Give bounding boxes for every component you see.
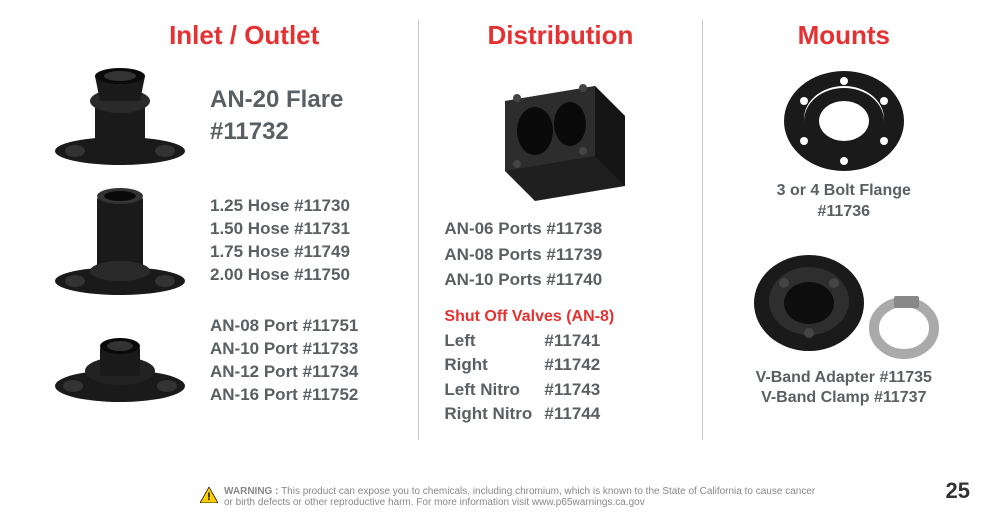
hose-text: 1.25 Hose #11730 1.50 Hose #11731 1.75 H… <box>210 195 350 287</box>
warning-body: This product can expose you to chemicals… <box>224 486 815 508</box>
port-line-2: AN-12 Port #11734 <box>210 361 358 384</box>
shutoff-row-0: Left#11741 <box>444 329 691 354</box>
distribution-ports: AN-06 Ports #11738 AN-08 Ports #11739 AN… <box>429 216 691 293</box>
warning-block: ! WARNING : This product can expose you … <box>200 486 820 508</box>
mounts-title: Mounts <box>718 20 970 51</box>
vband-line-1: V-Band Clamp #11737 <box>718 388 970 409</box>
shutoff-title: Shut Off Valves (AN-8) <box>444 308 691 326</box>
vband-line-0: V-Band Adapter #11735 <box>718 368 970 389</box>
port-line-0: AN-08 Port #11751 <box>210 315 358 338</box>
shutoff-row-1: Right#11742 <box>444 353 691 378</box>
port-line-1: AN-10 Port #11733 <box>210 338 358 361</box>
shutoff-row-3: Right Nitro#11744 <box>444 402 691 427</box>
hose-line-1: 1.50 Hose #11731 <box>210 218 350 241</box>
flare-name: AN-20 Flare <box>210 86 343 113</box>
page-number: 25 <box>946 478 970 504</box>
hose-line-2: 1.75 Hose #11749 <box>210 241 350 264</box>
column-mounts: Mounts 3 or 4 <box>703 20 970 440</box>
dist-port-1: AN-08 Ports #11739 <box>444 242 691 268</box>
flare-image <box>30 61 210 171</box>
shutoff-table: Left#11741 Right#11742 Left Nitro#11743 … <box>429 329 691 428</box>
hose-image <box>30 181 210 301</box>
dist-port-2: AN-10 Ports #11740 <box>444 267 691 293</box>
dist-port-0: AN-06 Ports #11738 <box>444 216 691 242</box>
flange-block: 3 or 4 Bolt Flange #11736 <box>718 61 970 223</box>
port-line-3: AN-16 Port #11752 <box>210 384 358 407</box>
warning-icon: ! <box>200 487 218 506</box>
port-text: AN-08 Port #11751 AN-10 Port #11733 AN-1… <box>210 315 358 407</box>
flange-part: #11736 <box>718 202 970 223</box>
vband-image <box>718 238 970 368</box>
flange-name: 3 or 4 Bolt Flange <box>718 181 970 202</box>
inlet-title: Inlet / Outlet <box>30 20 418 51</box>
hose-line-3: 2.00 Hose #11750 <box>210 264 350 287</box>
svg-text:!: ! <box>207 491 211 503</box>
port-row: AN-08 Port #11751 AN-10 Port #11733 AN-1… <box>30 311 418 411</box>
catalog-page: Inlet / Outlet AN-20 Flare <box>0 0 1000 518</box>
flare-text: AN-20 Flare #11732 <box>210 84 343 149</box>
port-image <box>30 311 210 411</box>
vband-block: V-Band Adapter #11735 V-Band Clamp #1173… <box>718 238 970 410</box>
shutoff-row-2: Left Nitro#11743 <box>444 378 691 403</box>
hose-line-0: 1.25 Hose #11730 <box>210 195 350 218</box>
flare-part: #11732 <box>210 116 343 148</box>
column-inlet-outlet: Inlet / Outlet AN-20 Flare <box>30 20 418 440</box>
flare-row: AN-20 Flare #11732 <box>30 61 418 171</box>
distribution-image <box>429 66 691 206</box>
columns: Inlet / Outlet AN-20 Flare <box>30 20 970 440</box>
warning-text: WARNING : This product can expose you to… <box>224 486 820 508</box>
warning-label: WARNING : <box>224 486 278 497</box>
hose-row: 1.25 Hose #11730 1.50 Hose #11731 1.75 H… <box>30 181 418 301</box>
column-distribution: Distribution AN-06 Ports #11738 AN-08 Po… <box>418 20 702 440</box>
distribution-title: Distribution <box>429 20 691 51</box>
flange-image <box>718 61 970 181</box>
